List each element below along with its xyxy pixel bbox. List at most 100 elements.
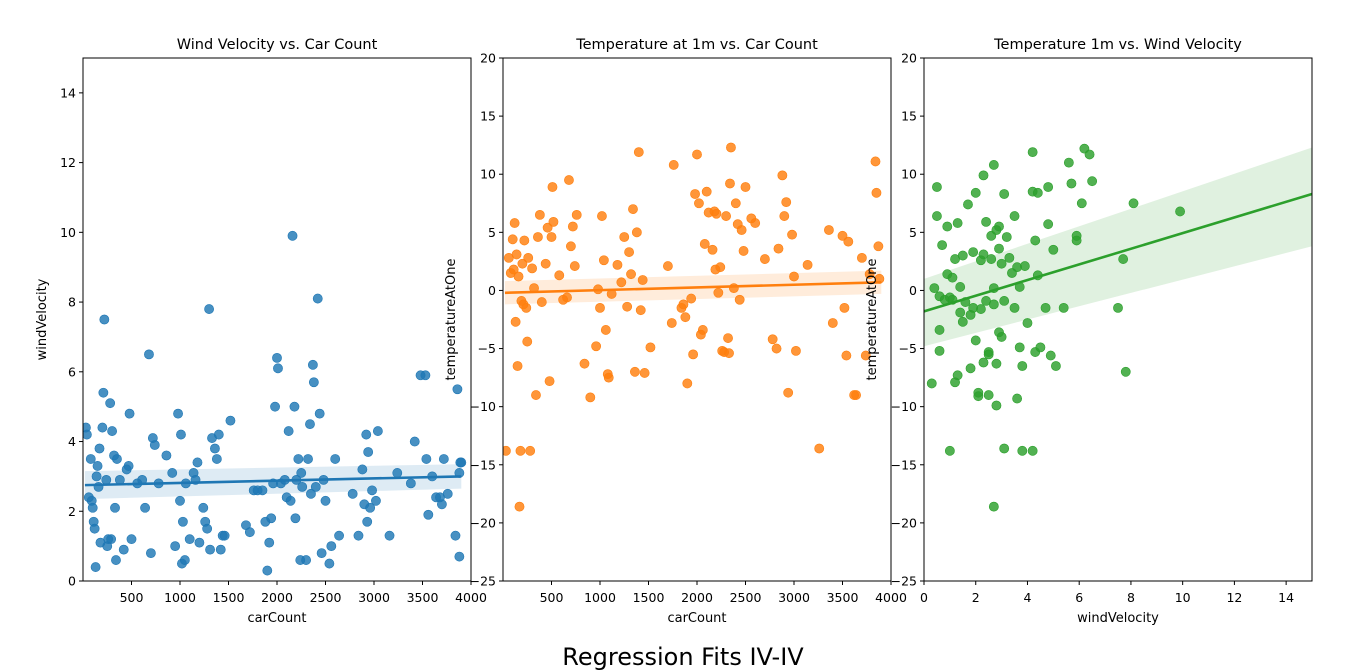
data-point bbox=[728, 283, 739, 294]
data-point bbox=[371, 495, 381, 506]
y-tick-label: 20 bbox=[480, 51, 496, 66]
data-point bbox=[420, 370, 431, 381]
data-point bbox=[760, 254, 770, 264]
data-point bbox=[89, 523, 100, 534]
data-point bbox=[595, 302, 605, 313]
data-point bbox=[690, 189, 700, 199]
data-point bbox=[347, 488, 358, 499]
data-point bbox=[723, 333, 733, 343]
regression-line bbox=[504, 281, 882, 295]
data-point bbox=[851, 390, 861, 400]
data-point bbox=[94, 443, 105, 454]
data-point bbox=[111, 555, 121, 565]
data-point bbox=[994, 221, 1004, 232]
data-point bbox=[666, 318, 677, 328]
data-point bbox=[110, 502, 120, 513]
data-point bbox=[144, 349, 154, 360]
y-tick-label: −5 bbox=[899, 341, 917, 356]
y-tick-label: −10 bbox=[470, 399, 496, 414]
y-tick-label: −20 bbox=[891, 515, 917, 530]
data-point bbox=[612, 259, 623, 270]
data-point bbox=[312, 293, 323, 304]
data-point bbox=[101, 474, 112, 485]
data-point bbox=[1120, 366, 1131, 377]
data-point bbox=[1001, 232, 1012, 242]
data-point bbox=[546, 232, 557, 242]
data-point bbox=[738, 246, 749, 256]
data-point bbox=[779, 211, 790, 221]
x-tick-label: 0 bbox=[920, 590, 928, 605]
data-point bbox=[957, 250, 968, 261]
data-point bbox=[952, 370, 963, 381]
chart-3: 0 2 4 6 8 10 12 14 −25 −20 −15 −10 −5 0 5 10 15 20 Tempera… bbox=[865, 37, 1313, 626]
y-axis-label: temperatureAtOne bbox=[865, 259, 880, 381]
data-point bbox=[316, 548, 327, 559]
data-point bbox=[1043, 182, 1054, 192]
data-point bbox=[973, 387, 984, 398]
data-point bbox=[112, 454, 122, 464]
data-point bbox=[978, 170, 989, 181]
x-tick-label: 6 bbox=[1075, 590, 1083, 605]
data-point bbox=[767, 334, 778, 345]
data-point bbox=[98, 387, 109, 398]
data-point bbox=[514, 501, 525, 512]
data-point bbox=[645, 342, 656, 353]
data-point bbox=[678, 299, 689, 310]
data-point bbox=[421, 454, 432, 464]
data-point bbox=[1032, 187, 1043, 198]
data-point bbox=[730, 198, 741, 209]
y-tick-label: 14 bbox=[60, 85, 76, 100]
data-point bbox=[957, 316, 968, 327]
data-point bbox=[860, 350, 871, 361]
data-point bbox=[783, 387, 794, 398]
x-tick-label: 3500 bbox=[827, 590, 859, 605]
data-point bbox=[571, 209, 582, 220]
data-point bbox=[827, 318, 838, 328]
data-point bbox=[802, 259, 813, 270]
data-point bbox=[932, 182, 942, 192]
plot-area bbox=[503, 142, 885, 512]
data-point bbox=[179, 555, 190, 565]
data-point bbox=[637, 275, 648, 285]
data-point bbox=[624, 247, 634, 257]
data-point bbox=[1012, 393, 1023, 404]
y-tick-label: −25 bbox=[470, 574, 496, 589]
data-point bbox=[106, 534, 117, 545]
data-point bbox=[771, 343, 782, 354]
plot-area bbox=[83, 230, 467, 576]
data-point bbox=[1071, 230, 1082, 241]
data-point bbox=[353, 530, 364, 541]
x-tick-label: 1500 bbox=[633, 590, 665, 605]
plot-frame bbox=[923, 57, 1313, 582]
x-tick-label: 1000 bbox=[584, 590, 616, 605]
data-point bbox=[934, 345, 945, 356]
data-point bbox=[194, 537, 205, 548]
x-tick-label: 3500 bbox=[407, 590, 439, 605]
data-point bbox=[149, 440, 160, 450]
data-point bbox=[525, 445, 536, 456]
data-point bbox=[531, 390, 541, 400]
x-tick-label: 1000 bbox=[164, 590, 196, 605]
data-point bbox=[734, 294, 745, 305]
data-point bbox=[107, 426, 117, 436]
data-point bbox=[97, 422, 108, 433]
data-point bbox=[952, 218, 963, 228]
chart-title: Wind Velocity vs. Car Count bbox=[177, 37, 378, 53]
data-point bbox=[837, 230, 848, 241]
data-point bbox=[1051, 361, 1061, 371]
data-point bbox=[566, 241, 576, 252]
x-tick-label: 3000 bbox=[358, 590, 390, 605]
data-point bbox=[787, 229, 797, 240]
data-point bbox=[289, 401, 300, 412]
data-point bbox=[210, 443, 220, 454]
y-tick-label: −15 bbox=[891, 457, 917, 472]
data-point bbox=[326, 541, 337, 552]
data-point bbox=[680, 312, 691, 323]
data-point bbox=[619, 232, 630, 242]
data-point bbox=[1014, 342, 1025, 353]
data-point bbox=[1027, 445, 1038, 456]
data-point bbox=[124, 408, 135, 419]
y-tick-label: 6 bbox=[68, 364, 76, 379]
data-point bbox=[970, 335, 981, 346]
